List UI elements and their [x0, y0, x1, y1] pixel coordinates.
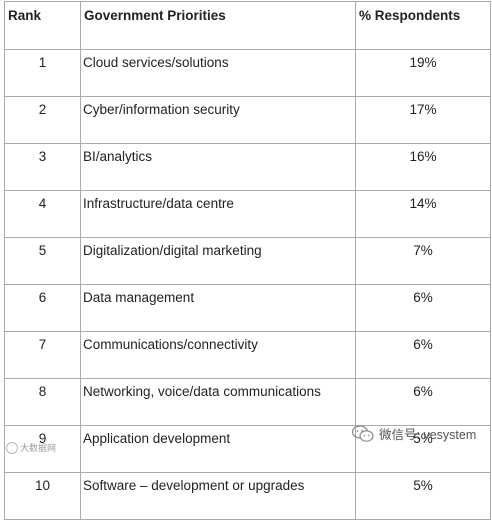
watermark-left-text: 大数据网 [20, 443, 57, 453]
header-respondents: % Respondents [355, 1, 491, 50]
respondents-cell: 14% [355, 190, 491, 238]
table-row: 7 Communications/connectivity 6% [4, 331, 491, 379]
priority-cell: Data management [80, 284, 356, 332]
priority-cell: BI/analytics [80, 143, 356, 191]
watermark-left: 大数据网 [6, 441, 56, 454]
watermark-logo-icon [6, 441, 18, 454]
priority-cell: Software – development or upgrades [80, 472, 356, 520]
rank-cell: 1 [4, 49, 81, 97]
table-row: 5 Digitalization/digital marketing 7% [4, 237, 491, 285]
respondents-cell: 6% [355, 378, 491, 426]
table-row: 1 Cloud services/solutions 19% [4, 49, 491, 97]
respondents-cell: 7% [355, 237, 491, 285]
rank-cell: 3 [4, 143, 81, 191]
priority-cell: Cyber/information security [80, 96, 356, 144]
rank-cell: 8 [4, 378, 81, 426]
priority-cell: Digitalization/digital marketing [80, 237, 356, 285]
priority-cell: Networking, voice/data communications [80, 378, 356, 426]
table-row: 2 Cyber/information security 17% [4, 96, 491, 144]
rank-cell: 7 [4, 331, 81, 379]
table-header-row: Rank Government Priorities % Respondents [4, 1, 491, 50]
respondents-cell: 6% [355, 284, 491, 332]
respondents-cell: 19% [355, 49, 491, 97]
priority-cell: Infrastructure/data centre [80, 190, 356, 238]
respondents-cell: 16% [355, 143, 491, 191]
respondents-cell: 5% [355, 472, 491, 520]
watermark-right-text: 微信号: vesystem [379, 428, 477, 442]
priority-cell: Cloud services/solutions [80, 49, 356, 97]
table-row: 10 Software – development or upgrades 5% [4, 472, 491, 520]
respondents-cell: 17% [355, 96, 491, 144]
rank-cell: 4 [4, 190, 81, 238]
wechat-icon [351, 424, 374, 443]
priority-cell: Communications/connectivity [80, 331, 356, 379]
priority-cell: Application development [80, 425, 356, 473]
rank-cell: 6 [4, 284, 81, 332]
rank-cell: 10 [4, 472, 81, 520]
table-row: 8 Networking, voice/data communications 6% [4, 378, 491, 426]
header-rank: Rank [4, 1, 81, 50]
watermark-right: 微信号: vesystem [351, 424, 477, 443]
respondents-cell: 6% [355, 331, 491, 379]
table-row: 4 Infrastructure/data centre 14% [4, 190, 491, 238]
rank-cell: 2 [4, 96, 81, 144]
header-priorities: Government Priorities [80, 1, 356, 50]
table-row: 3 BI/analytics 16% [4, 143, 491, 191]
rank-cell: 5 [4, 237, 81, 285]
table-row: 6 Data management 6% [4, 284, 491, 332]
